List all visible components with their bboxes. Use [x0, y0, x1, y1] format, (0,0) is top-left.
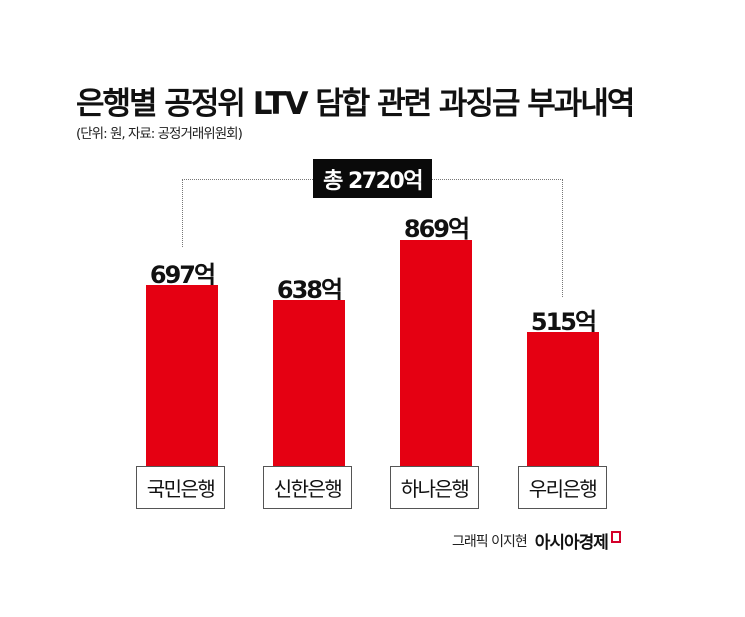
category-label-kookmin: 국민은행: [136, 466, 225, 509]
value-label-woori: 515억: [530, 308, 597, 336]
brand-mark-icon: [610, 530, 621, 543]
bar-hana: [400, 240, 472, 466]
total-bracket-left-line: [182, 179, 183, 247]
bar-shinhan: [273, 300, 345, 466]
total-badge: 총 2720억: [313, 159, 432, 198]
value-label-shinhan: 638억: [276, 276, 343, 304]
footer-credit: 그래픽 이지현 아시아경제: [452, 528, 621, 553]
chart-subtitle: (단위: 원, 자료: 공정거래위원회): [76, 126, 243, 142]
value-label-hana: 869억: [403, 215, 470, 243]
brand-logo: 아시아경제: [534, 533, 609, 553]
value-label-kookmin: 697억: [149, 261, 216, 289]
category-label-shinhan: 신한은행: [263, 466, 352, 509]
category-label-hana: 하나은행: [390, 466, 479, 509]
chart-title: 은행별 공정위 LTV 담합 관련 과징금 부과내역: [76, 86, 635, 122]
graphic-credit: 그래픽 이지현: [452, 533, 528, 550]
bar-kookmin: [146, 285, 218, 466]
bar-woori: [527, 332, 599, 466]
category-label-woori: 우리은행: [518, 466, 607, 509]
total-bracket-right-line: [562, 179, 563, 297]
